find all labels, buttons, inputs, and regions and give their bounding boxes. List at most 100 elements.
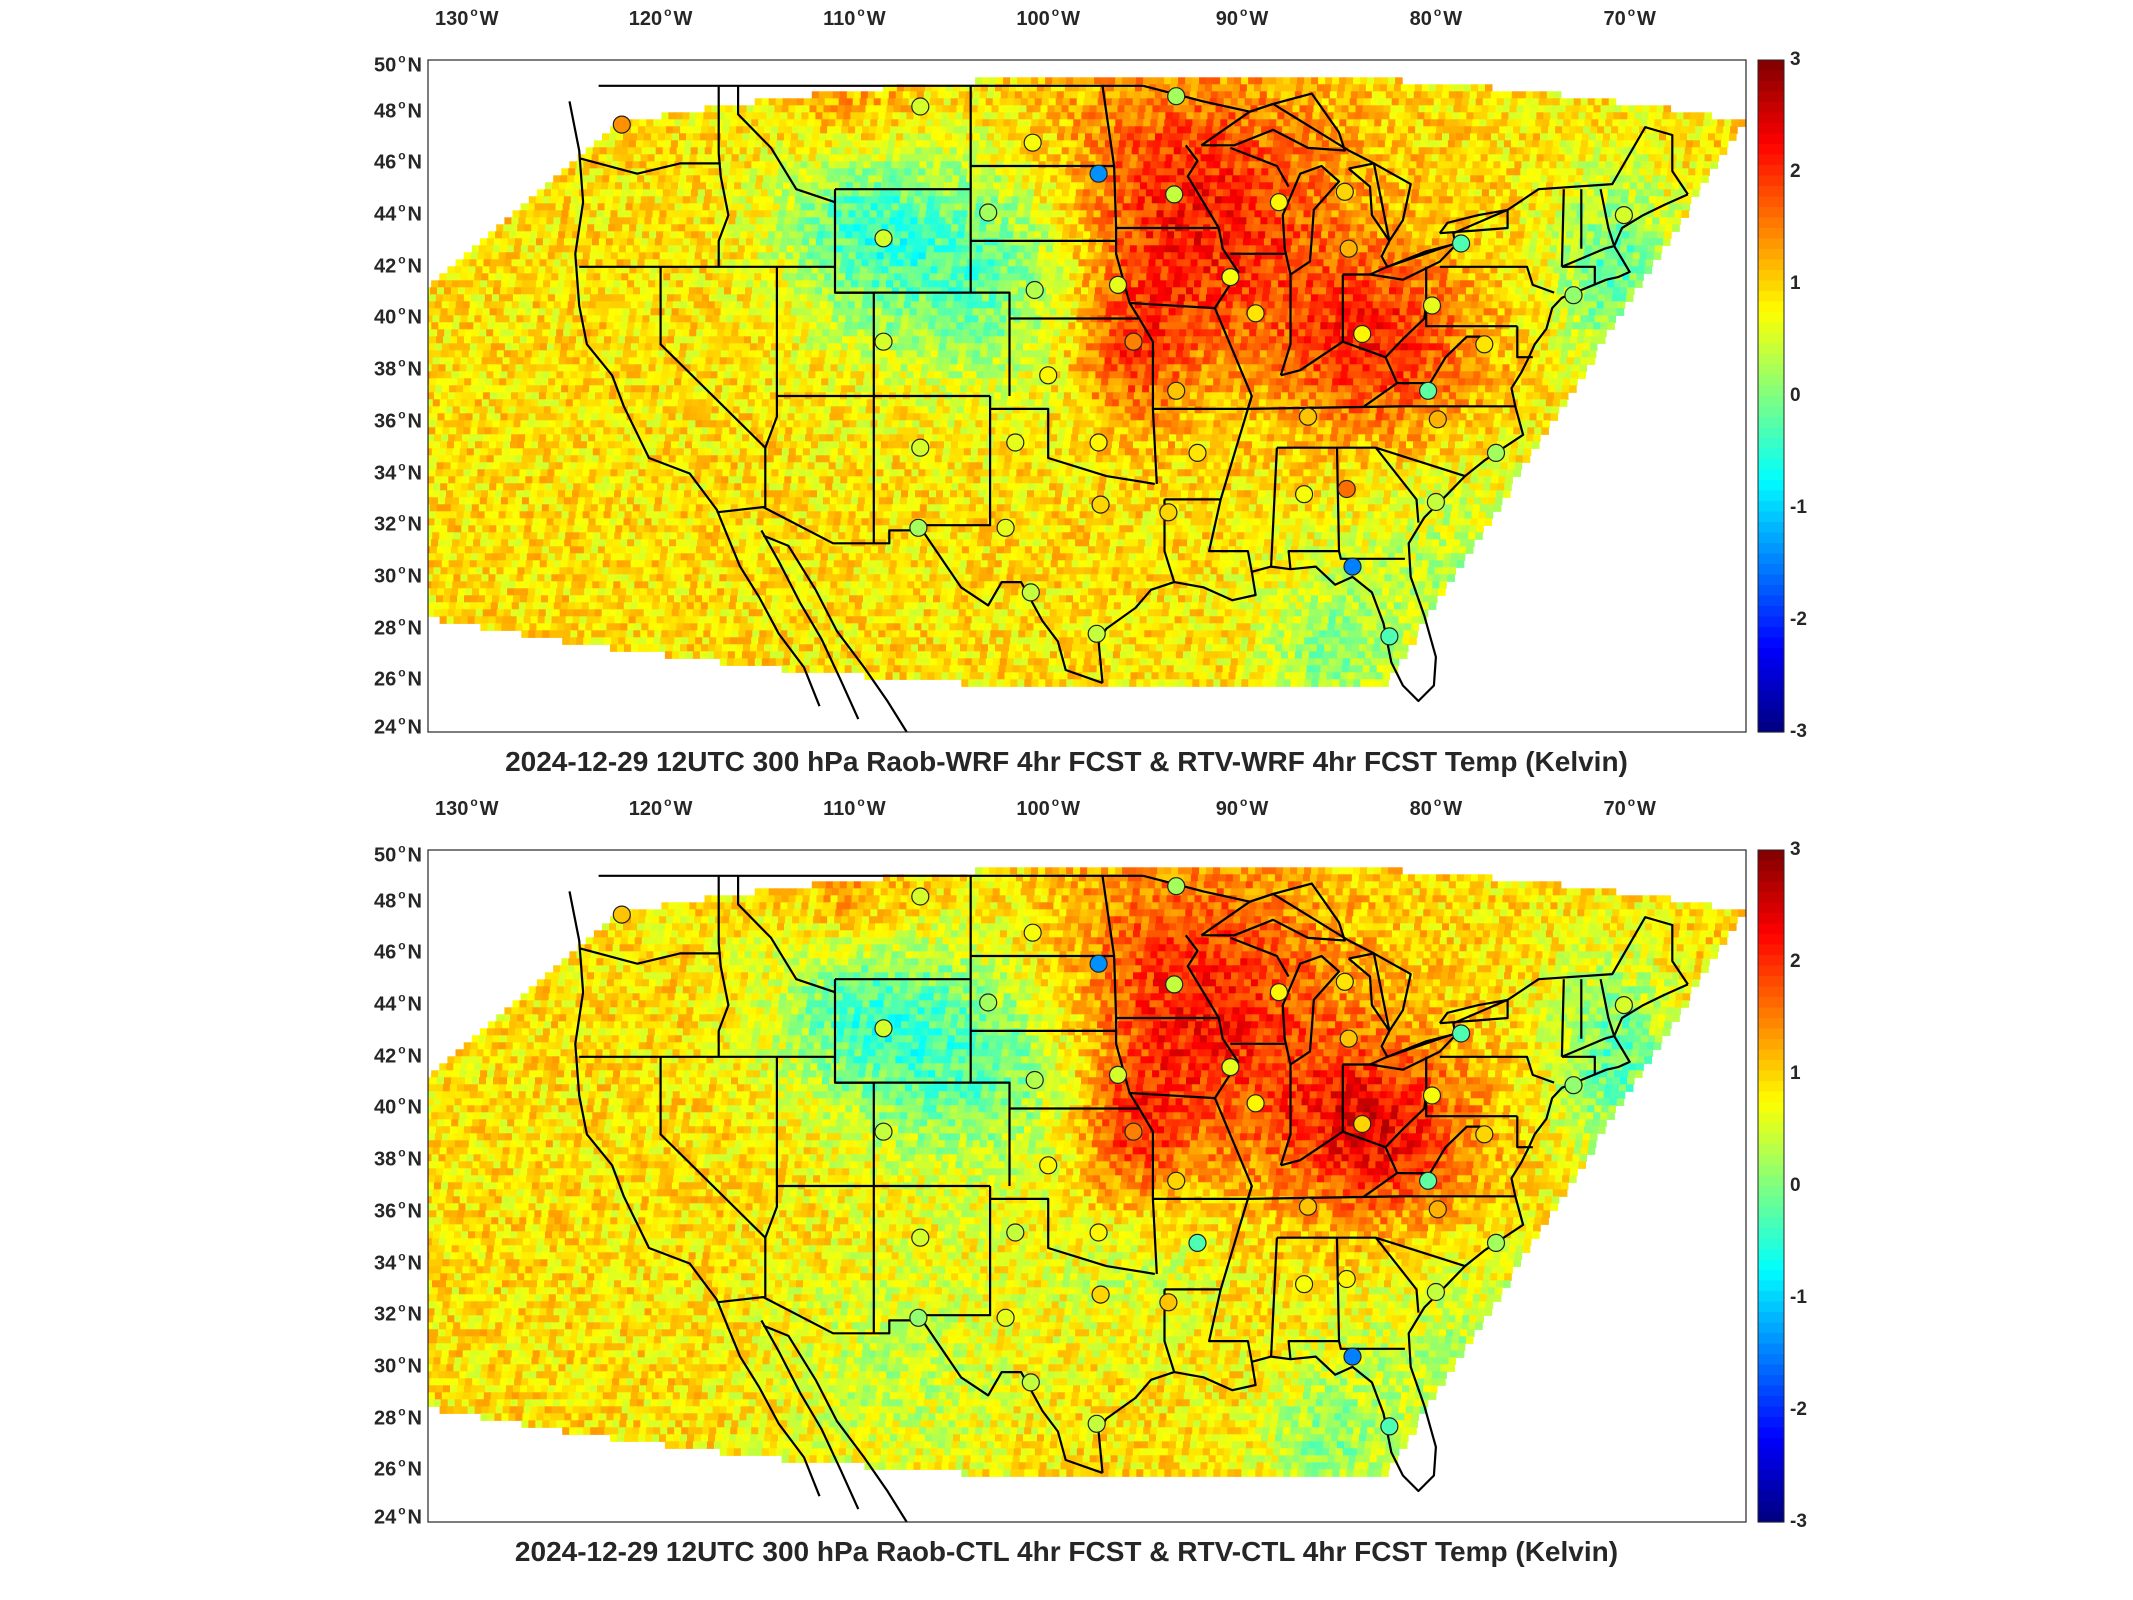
top-colorbar-tick-label: -3 (1790, 721, 1807, 743)
bottom-raob-station-marker (1339, 1029, 1358, 1048)
bottom-raob-station-marker (874, 1019, 893, 1038)
bottom-coastline-7 (1281, 954, 1341, 1066)
top-raob-station-marker (1124, 332, 1143, 351)
bottom-raob-station-marker (1087, 1414, 1106, 1433)
top-colorbar-swatch (1758, 669, 1784, 681)
top-colorbar-swatch (1758, 123, 1784, 135)
top-temperature-field (428, 77, 1746, 687)
top-raob-station-marker (874, 229, 893, 248)
bottom-state-border-30 (1247, 1195, 1516, 1200)
top-colorbar-swatch (1758, 658, 1784, 670)
bottom-raob-station-marker (1418, 1171, 1438, 1190)
bottom-raob-station-marker (1422, 1086, 1442, 1105)
bottom-lat-label: 36 o N (362, 1197, 422, 1223)
top-raob-station-marker (1221, 268, 1240, 287)
bottom-colorbar-swatch (1758, 1480, 1784, 1492)
bottom-state-border-16 (920, 1198, 992, 1317)
top-colorbar-swatch (1758, 333, 1784, 345)
top-state-border-1 (578, 157, 721, 175)
top-state-border-34 (1337, 550, 1405, 560)
bottom-raob-station-marker (1167, 877, 1186, 896)
top-lon-label: 70 o W (1603, 5, 1655, 31)
bottom-raob-station-marker (1337, 1269, 1356, 1289)
top-state-border-33 (1287, 447, 1341, 570)
bottom-colorbar-tick-label: 0 (1790, 1175, 1801, 1197)
top-raob-station-marker (1298, 407, 1318, 426)
top-colorbar-frame (1757, 59, 1785, 733)
bottom-colorbar-swatch (1758, 1154, 1784, 1166)
bottom-state-border-45 (1599, 978, 1616, 1037)
bottom-colorbar-swatch (1758, 1091, 1784, 1103)
top-colorbar-tick-label: -1 (1790, 497, 1807, 519)
bottom-colorbar-frame (1757, 849, 1785, 1523)
bottom-state-border-24 (1230, 936, 1290, 978)
top-colorbar-swatch (1758, 448, 1784, 460)
bottom-map-canvas (427, 849, 1785, 1523)
bottom-colorbar-swatch (1758, 1343, 1784, 1355)
bottom-lon-label: 110 o W (823, 795, 886, 821)
top-colorbar-swatch (1758, 60, 1784, 72)
top-lat-label: 38 o N (362, 356, 422, 382)
bottom-raob-station-marker (911, 887, 930, 906)
top-lon-label: 130 o W (435, 5, 499, 31)
bottom-coastline-11 (1438, 998, 1509, 1025)
bottom-colorbar-swatch (1758, 1511, 1784, 1523)
bottom-state-border-32 (1270, 1237, 1278, 1357)
bottom-lat-label: 26 o N (362, 1456, 422, 1482)
top-lat-label: 30 o N (362, 562, 422, 588)
bottom-state-border-42 (1560, 979, 1565, 1057)
bottom-raob-station-marker (1025, 1070, 1044, 1090)
bottom-state-border-1 (578, 947, 721, 965)
top-lon-label: 120 o W (629, 5, 693, 31)
top-raob-station-marker (911, 438, 930, 457)
bottom-coastline-9 (1347, 952, 1412, 1032)
bottom-colorbar-swatch (1758, 1280, 1784, 1292)
bottom-raob-station-marker (909, 1308, 928, 1327)
top-coastline-3 (1097, 193, 1689, 703)
top-colorbar-swatch (1758, 343, 1784, 355)
top-colorbar-swatch (1758, 112, 1784, 124)
bottom-raob-station-marker (1486, 1233, 1506, 1252)
bottom-colorbar-swatch (1758, 965, 1784, 977)
bottom-state-border-21 (1152, 1185, 1253, 1200)
top-raob-station-marker (1089, 433, 1108, 452)
top-state-border-3 (659, 266, 767, 449)
bottom-raob-station-marker (1039, 1156, 1058, 1175)
top-colorbar-swatch (1758, 406, 1784, 418)
top-colorbar-swatch (1758, 564, 1784, 576)
bottom-state-border-38 (1397, 1125, 1481, 1175)
bottom-raob-station-marker (1428, 1200, 1447, 1219)
top-state-border-15 (988, 396, 1155, 485)
top-raob-station-marker (996, 518, 1015, 537)
bottom-raob-station-marker (1124, 1122, 1143, 1141)
top-colorbar-swatch (1758, 81, 1784, 93)
bottom-colorbar-swatch (1758, 1469, 1784, 1481)
top-raob-station-marker (1486, 443, 1506, 462)
bottom-colorbar-swatch (1758, 997, 1784, 1009)
top-colorbar-swatch (1758, 385, 1784, 397)
top-state-border-43 (1561, 265, 1596, 285)
bottom-raob-station-marker (1294, 1275, 1314, 1294)
top-raob-station-marker (1418, 381, 1438, 400)
top-colorbar-swatch (1758, 574, 1784, 586)
bottom-raob-station-marker (1091, 1285, 1110, 1304)
top-raob-station-marker (1246, 304, 1265, 323)
top-state-border-41 (1516, 326, 1533, 359)
bottom-state-border-41 (1516, 1116, 1533, 1149)
top-raob-station-marker (1294, 485, 1314, 504)
top-colorbar-swatch (1758, 154, 1784, 166)
bottom-raob-station-marker (911, 1228, 930, 1247)
top-colorbar-swatch (1758, 553, 1784, 565)
bottom-colorbar-swatch (1758, 1007, 1784, 1019)
bottom-state-border-11 (969, 875, 1011, 1186)
bottom-coastline-6 (716, 1296, 1103, 1474)
bottom-lat-label: 40 o N (362, 1094, 422, 1120)
bottom-raob-station-marker (1380, 1417, 1399, 1436)
bottom-colorbar-swatch (1758, 1354, 1784, 1366)
top-colorbar-swatch (1758, 354, 1784, 366)
bottom-state-border-3 (659, 1056, 767, 1239)
top-raob-station-marker (1426, 492, 1446, 512)
bottom-lon-label: 130 o W (435, 795, 499, 821)
top-raob-station-marker (1475, 335, 1494, 354)
bottom-colorbar-tick-label: -3 (1790, 1511, 1807, 1533)
